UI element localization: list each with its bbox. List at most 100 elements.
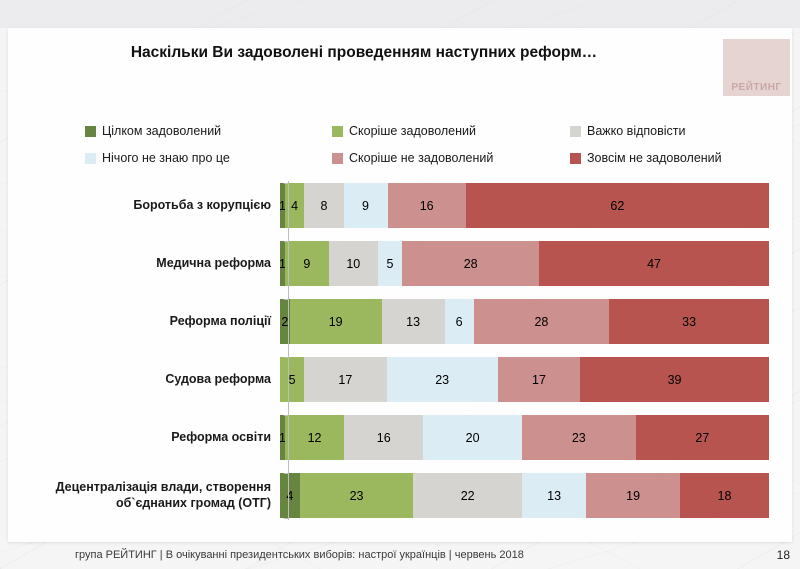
bar-segment: 4 <box>280 473 300 518</box>
legend-label: Цілком задоволений <box>102 124 222 138</box>
legend-item-1: Скоріше задоволений <box>332 124 570 138</box>
rating-logo: РЕЙТИНГ <box>723 39 790 96</box>
bar-segment: 19 <box>289 299 382 344</box>
segment-value: 16 <box>419 198 434 213</box>
bar-stack: 1 12 16 20 23 27 <box>279 415 769 460</box>
page-number: 18 <box>776 548 790 562</box>
legend-swatch-icon <box>570 125 581 137</box>
legend-swatch-icon <box>85 152 96 164</box>
bar-segment: 17 <box>304 357 387 402</box>
segment-value: 19 <box>328 314 343 329</box>
segment-value: 1 <box>278 256 286 271</box>
bar-segment: 4 <box>284 183 305 228</box>
bar-segment: 5 <box>377 241 403 286</box>
legend-item-0: Цілком задоволений <box>85 124 332 138</box>
axis-tick <box>284 473 289 474</box>
bar-segment: 10 <box>328 241 378 286</box>
bar-stack: 2 19 13 6 28 33 <box>280 299 769 344</box>
legend-swatch-icon <box>570 152 581 164</box>
top-band <box>0 0 800 28</box>
chart-row-1: Медична реформа 1 9 10 5 28 47 <box>8 241 792 286</box>
category-axis-line <box>288 181 289 520</box>
bar-segment: 13 <box>522 473 587 518</box>
bar-segment: 18 <box>680 473 769 518</box>
rating-logo-text: РЕЙТИНГ <box>731 82 782 93</box>
bar-segment: 39 <box>580 357 769 402</box>
segment-value: 5 <box>288 372 296 387</box>
chart-row-2: Реформа поліції 2 19 13 6 28 33 <box>8 299 792 344</box>
bar-segment: 9 <box>343 183 388 228</box>
axis-tick <box>284 518 289 519</box>
segment-value: 33 <box>682 314 697 329</box>
legend-label: Зовсім не задоволений <box>587 151 722 165</box>
segment-value: 28 <box>534 314 549 329</box>
axis-tick <box>284 183 289 184</box>
segment-value: 23 <box>435 372 450 387</box>
segment-value: 13 <box>406 314 421 329</box>
chart: Боротьба з корупцією 1 4 8 9 16 62 Медична рефо… <box>8 181 792 531</box>
segment-value: 17 <box>532 372 546 387</box>
bar-segment: 28 <box>402 241 540 286</box>
legend-swatch-icon <box>332 125 343 137</box>
legend-label: Нічого не знаю про це <box>102 151 230 165</box>
bar-segment: 16 <box>387 183 466 228</box>
segment-value: 27 <box>695 430 710 445</box>
bar-segment: 12 <box>284 415 345 460</box>
legend-label: Скоріше задоволений <box>349 124 476 138</box>
chart-row-3: Судова реформа 5 17 23 17 39 <box>8 357 792 402</box>
segment-value: 6 <box>455 314 463 329</box>
row-label: Боротьба з корупцією <box>133 197 271 212</box>
axis-tick <box>284 299 289 300</box>
bar-segment: 33 <box>609 299 769 344</box>
bar-stack: 4 23 22 13 19 18 <box>280 473 769 518</box>
bar-segment: 20 <box>423 415 522 460</box>
segment-value: 1 <box>279 430 286 445</box>
bar-segment: 17 <box>497 357 581 402</box>
bar-segment: 62 <box>465 183 769 228</box>
segment-value: 4 <box>286 488 294 503</box>
segment-value: 39 <box>667 372 682 387</box>
legend: Цілком задоволений Скоріше задоволений Важ… <box>8 124 792 165</box>
segment-value: 1 <box>278 198 286 213</box>
chart-row-4: Реформа освіти 1 12 16 20 23 27 <box>8 415 792 460</box>
segment-value: 8 <box>320 198 328 213</box>
page-title: Наскільки Ви задоволені проведенням наст… <box>130 44 598 61</box>
legend-item-3: Нічого не знаю про це <box>85 151 332 165</box>
segment-value: 12 <box>307 430 322 445</box>
segment-value: 10 <box>346 256 361 271</box>
axis-tick <box>284 357 289 358</box>
row-label: Судова реформа <box>165 371 271 386</box>
bar-segment: 23 <box>299 473 414 518</box>
segment-value: 19 <box>626 488 641 503</box>
bar-segment: 13 <box>381 299 445 344</box>
bar-segment: 1 <box>279 415 286 460</box>
bar-segment: 8 <box>304 183 344 228</box>
legend-label: Важко відповісти <box>587 124 686 138</box>
bar-segment: 16 <box>344 415 424 460</box>
legend-item-4: Скоріше не задоволений <box>332 151 570 165</box>
bar-segment: 23 <box>522 415 636 460</box>
bar-segment: 9 <box>284 241 329 286</box>
bar-segment: 23 <box>386 357 498 402</box>
bar-segment: 1 <box>278 183 286 228</box>
bar-stack: 1 9 10 5 28 47 <box>278 241 769 286</box>
segment-value: 9 <box>303 256 311 271</box>
row-label: Децентралізація влади, створення об`єдна… <box>55 479 271 510</box>
bar-segment: 19 <box>586 473 681 518</box>
segment-value: 23 <box>571 430 586 445</box>
legend-item-5: Зовсім не задоволений <box>570 151 792 165</box>
segment-value: 16 <box>376 430 391 445</box>
row-label: Медична реформа <box>156 255 271 270</box>
segment-value: 2 <box>281 314 289 329</box>
bar-segment: 28 <box>473 299 610 344</box>
legend-swatch-icon <box>332 152 343 164</box>
chart-row-0: Боротьба з корупцією 1 4 8 9 16 62 <box>8 183 792 228</box>
segment-value: 13 <box>547 488 562 503</box>
bar-stack: 5 17 23 17 39 <box>280 357 769 402</box>
chart-row-5: Децентралізація влади, створення об`єдна… <box>8 473 792 518</box>
footer-text: група РЕЙТИНГ | В очікуванні президентсь… <box>75 549 524 561</box>
content-card: Наскільки Ви задоволені проведенням наст… <box>8 28 792 542</box>
bar-segment: 22 <box>413 473 522 518</box>
segment-value: 4 <box>291 198 299 213</box>
